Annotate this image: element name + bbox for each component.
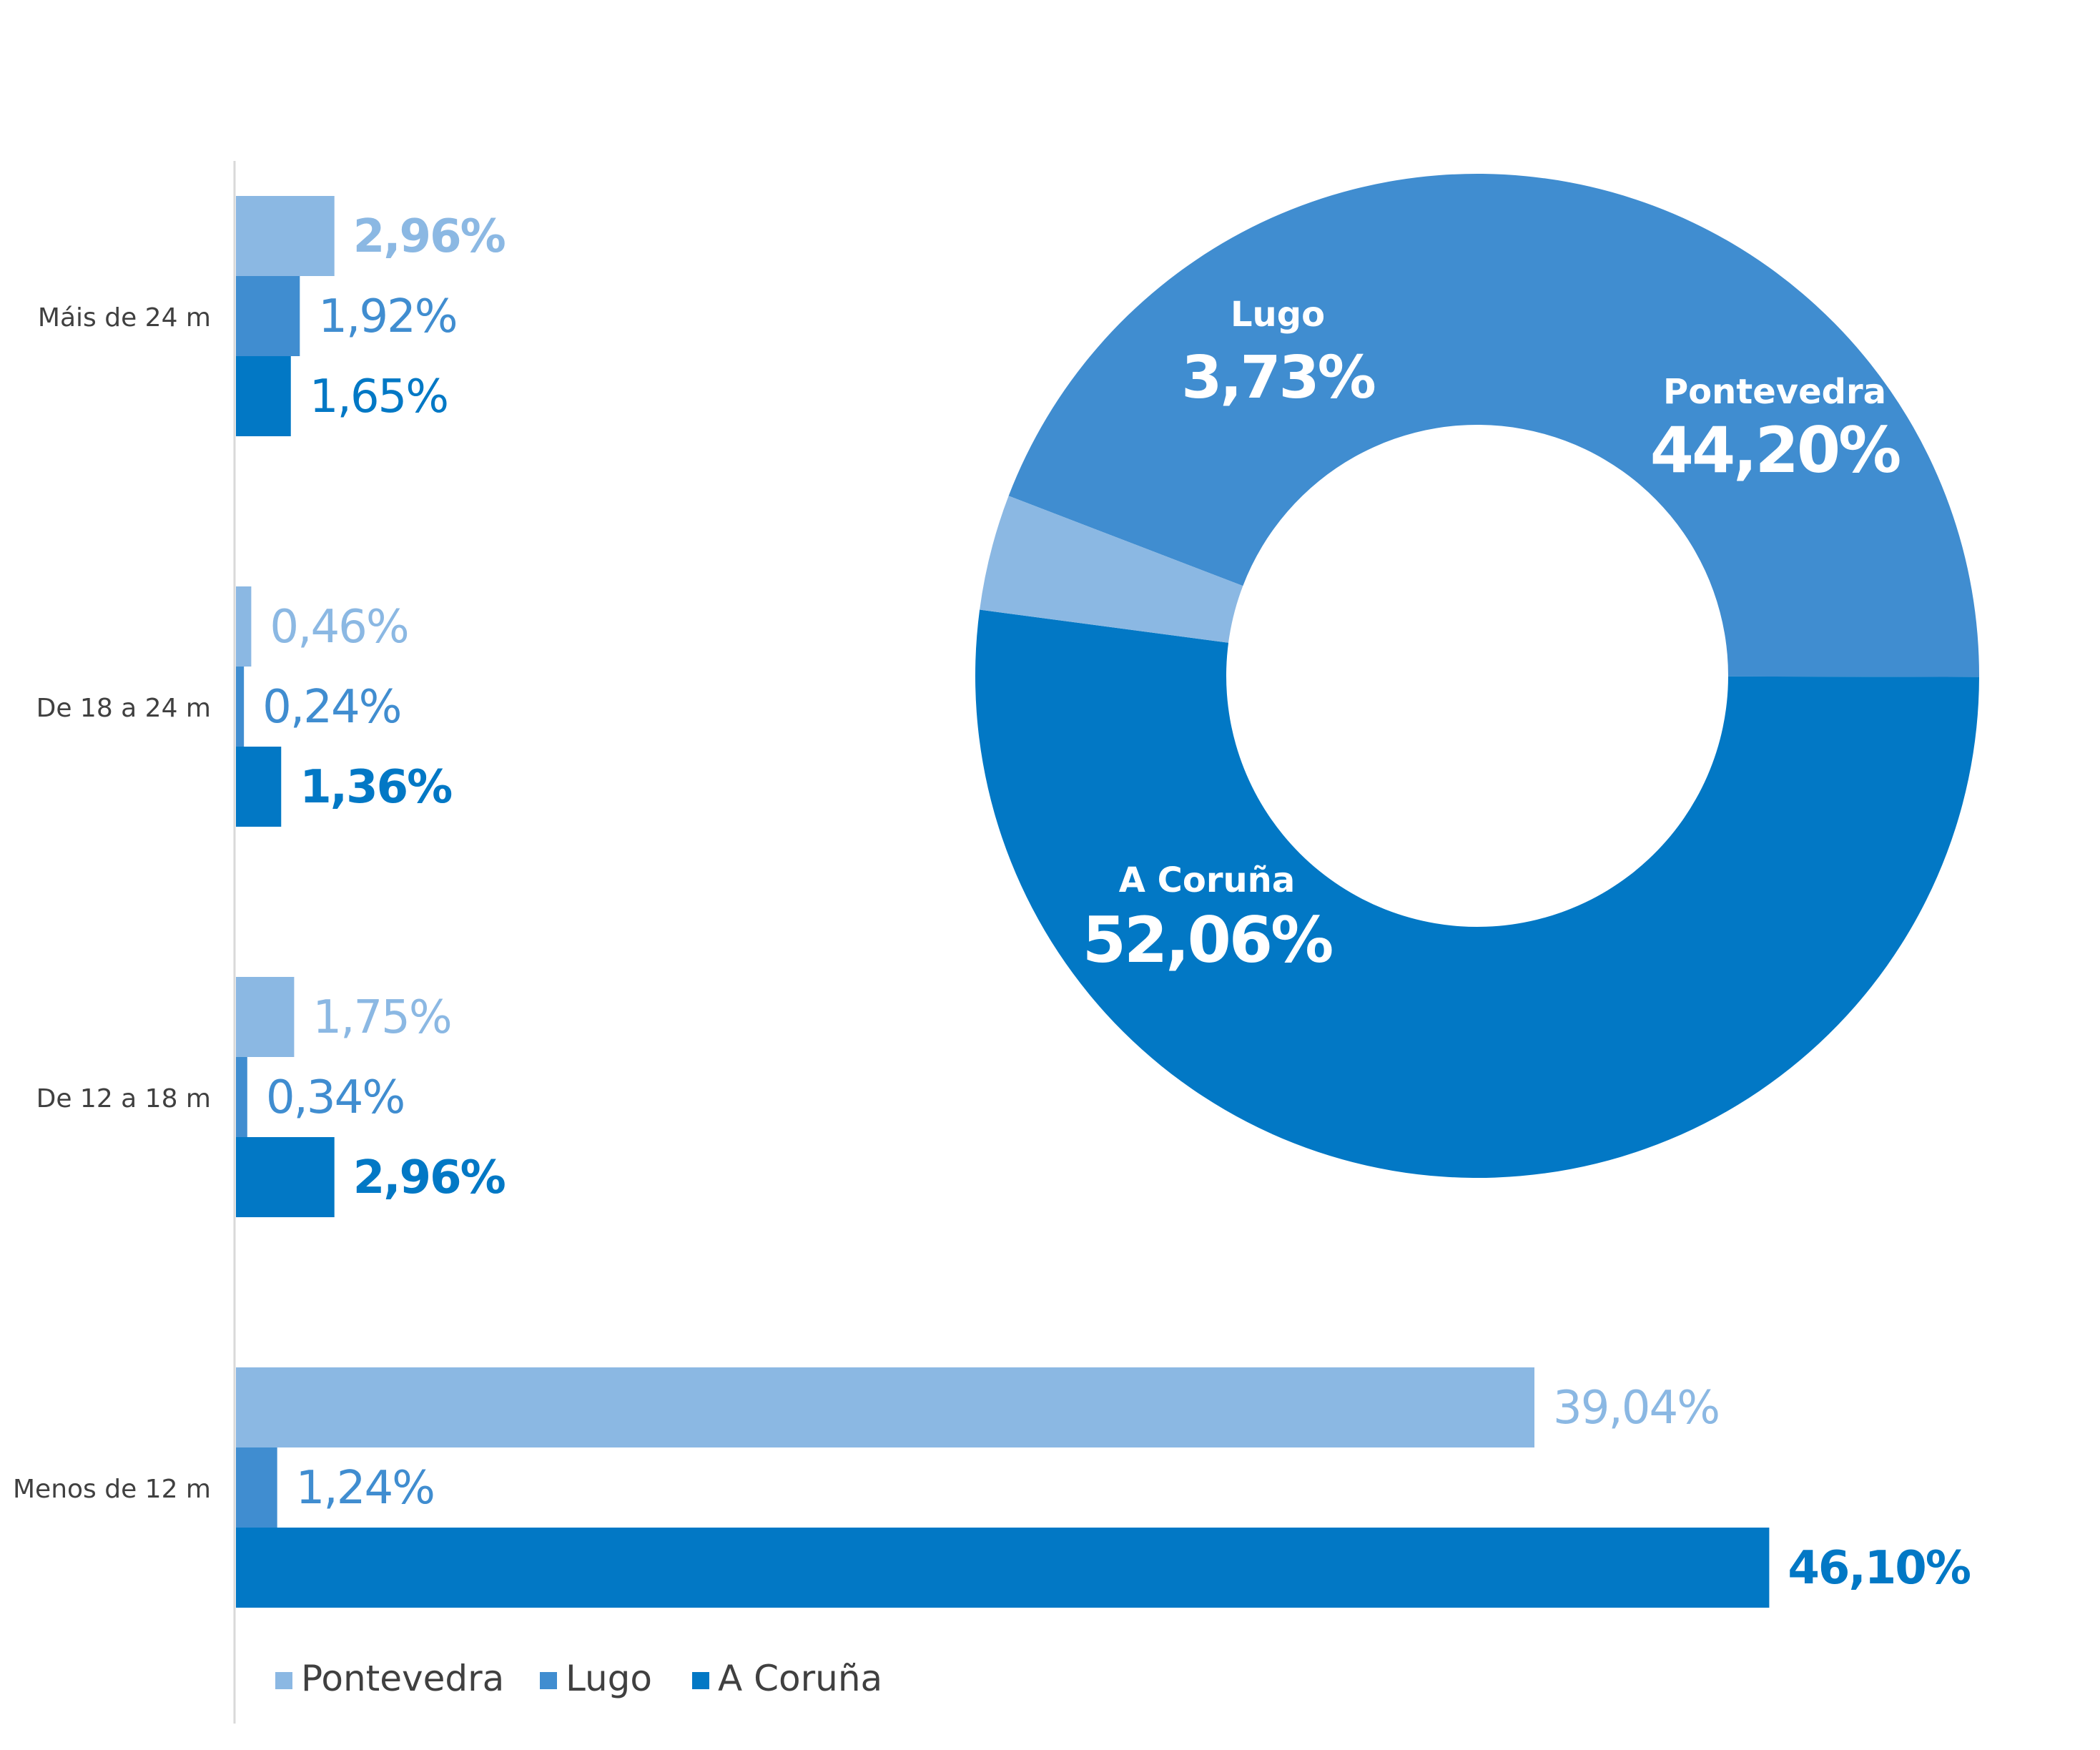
donut-value-pontevedra: 44,20%	[1650, 413, 1900, 487]
bar-lugo-menos-de-12-m	[236, 1447, 277, 1528]
bar-label-lugo-mais-de-24-m: 1,92%	[318, 290, 456, 343]
legend-label-a-coruna: A Coruña	[718, 1658, 882, 1699]
bars	[236, 196, 1770, 1608]
donut-name-pontevedra: Pontevedra	[1663, 372, 1886, 412]
donut-slice-pontevedra	[1008, 173, 1979, 677]
category-labels: Máis de 24 m De 18 a 24 m De 12 a 18 m Meno…	[13, 303, 211, 1504]
legend-swatch-pontevedra	[275, 1672, 292, 1689]
donut-slices	[975, 173, 1979, 1178]
bar-label-pontevedra-de-18-a-24-m: 0,46%	[270, 601, 408, 654]
bar-value-labels: 2,96% 1,92% 1,65% 0,46% 0,24% 1,36% 1,75% 0,34%…	[262, 210, 1972, 1595]
bar-pontevedra-menos-de-12-m	[236, 1367, 1534, 1447]
donut-value-a-coruna: 52,06%	[1083, 903, 1332, 977]
bar-lugo-de-12-a-18-m	[236, 1057, 247, 1137]
legend-swatch-lugo	[540, 1672, 557, 1689]
category-label-de-12-a-18-m: De 12 a 18 m	[36, 1084, 211, 1114]
bar-label-lugo-de-18-a-24-m: 0,24%	[262, 681, 400, 734]
bar-a-coruna-de-12-a-18-m	[236, 1137, 335, 1217]
bar-label-lugo-menos-de-12-m: 1,24%	[296, 1462, 434, 1515]
bar-chart: Máis de 24 m De 18 a 24 m De 12 a 18 m Meno…	[13, 161, 1972, 1724]
donut-name-lugo: Lugo	[1231, 295, 1325, 335]
bar-label-lugo-de-12-a-18-m: 0,34%	[266, 1071, 404, 1124]
category-label-mais-de-24-m: Máis de 24 m	[38, 303, 211, 333]
donut-slice-a-coruna	[975, 609, 1979, 1178]
bar-label-pontevedra-menos-de-12-m: 39,04%	[1553, 1382, 1719, 1435]
donut-name-a-coruna: A Coruña	[1119, 860, 1295, 900]
legend: Pontevedra Lugo A Coruña	[275, 1658, 882, 1699]
bar-lugo-de-18-a-24-m	[236, 667, 245, 747]
category-label-de-18-a-24-m: De 18 a 24 m	[36, 694, 211, 723]
legend-swatch-a-coruna	[692, 1672, 709, 1689]
donut-value-lugo: 3,73%	[1181, 344, 1374, 412]
category-label-menos-de-12-m: Menos de 12 m	[13, 1475, 211, 1504]
bar-pontevedra-de-18-a-24-m	[236, 586, 252, 667]
donut-slice-lugo	[980, 496, 1243, 643]
bar-pontevedra-mais-de-24-m	[236, 196, 335, 276]
bar-label-pontevedra-mais-de-24-m: 2,96%	[353, 210, 506, 263]
bar-pontevedra-de-12-a-18-m	[236, 977, 295, 1057]
bar-a-coruna-mais-de-24-m	[236, 356, 291, 436]
bar-a-coruna-menos-de-12-m	[236, 1528, 1770, 1608]
legend-label-lugo: Lugo	[566, 1658, 652, 1699]
bar-lugo-mais-de-24-m	[236, 276, 300, 356]
bar-label-a-coruna-de-12-a-18-m: 2,96%	[353, 1151, 506, 1204]
bar-label-a-coruna-de-18-a-24-m: 1,36%	[300, 761, 452, 814]
bar-a-coruna-de-18-a-24-m	[236, 747, 282, 827]
bar-label-pontevedra-de-12-a-18-m: 1,75%	[312, 991, 450, 1044]
legend-label-pontevedra: Pontevedra	[301, 1658, 504, 1699]
bar-label-a-coruna-menos-de-12-m: 46,10%	[1788, 1542, 1970, 1595]
bar-label-a-coruna-mais-de-24-m: 1,65%	[310, 370, 448, 423]
